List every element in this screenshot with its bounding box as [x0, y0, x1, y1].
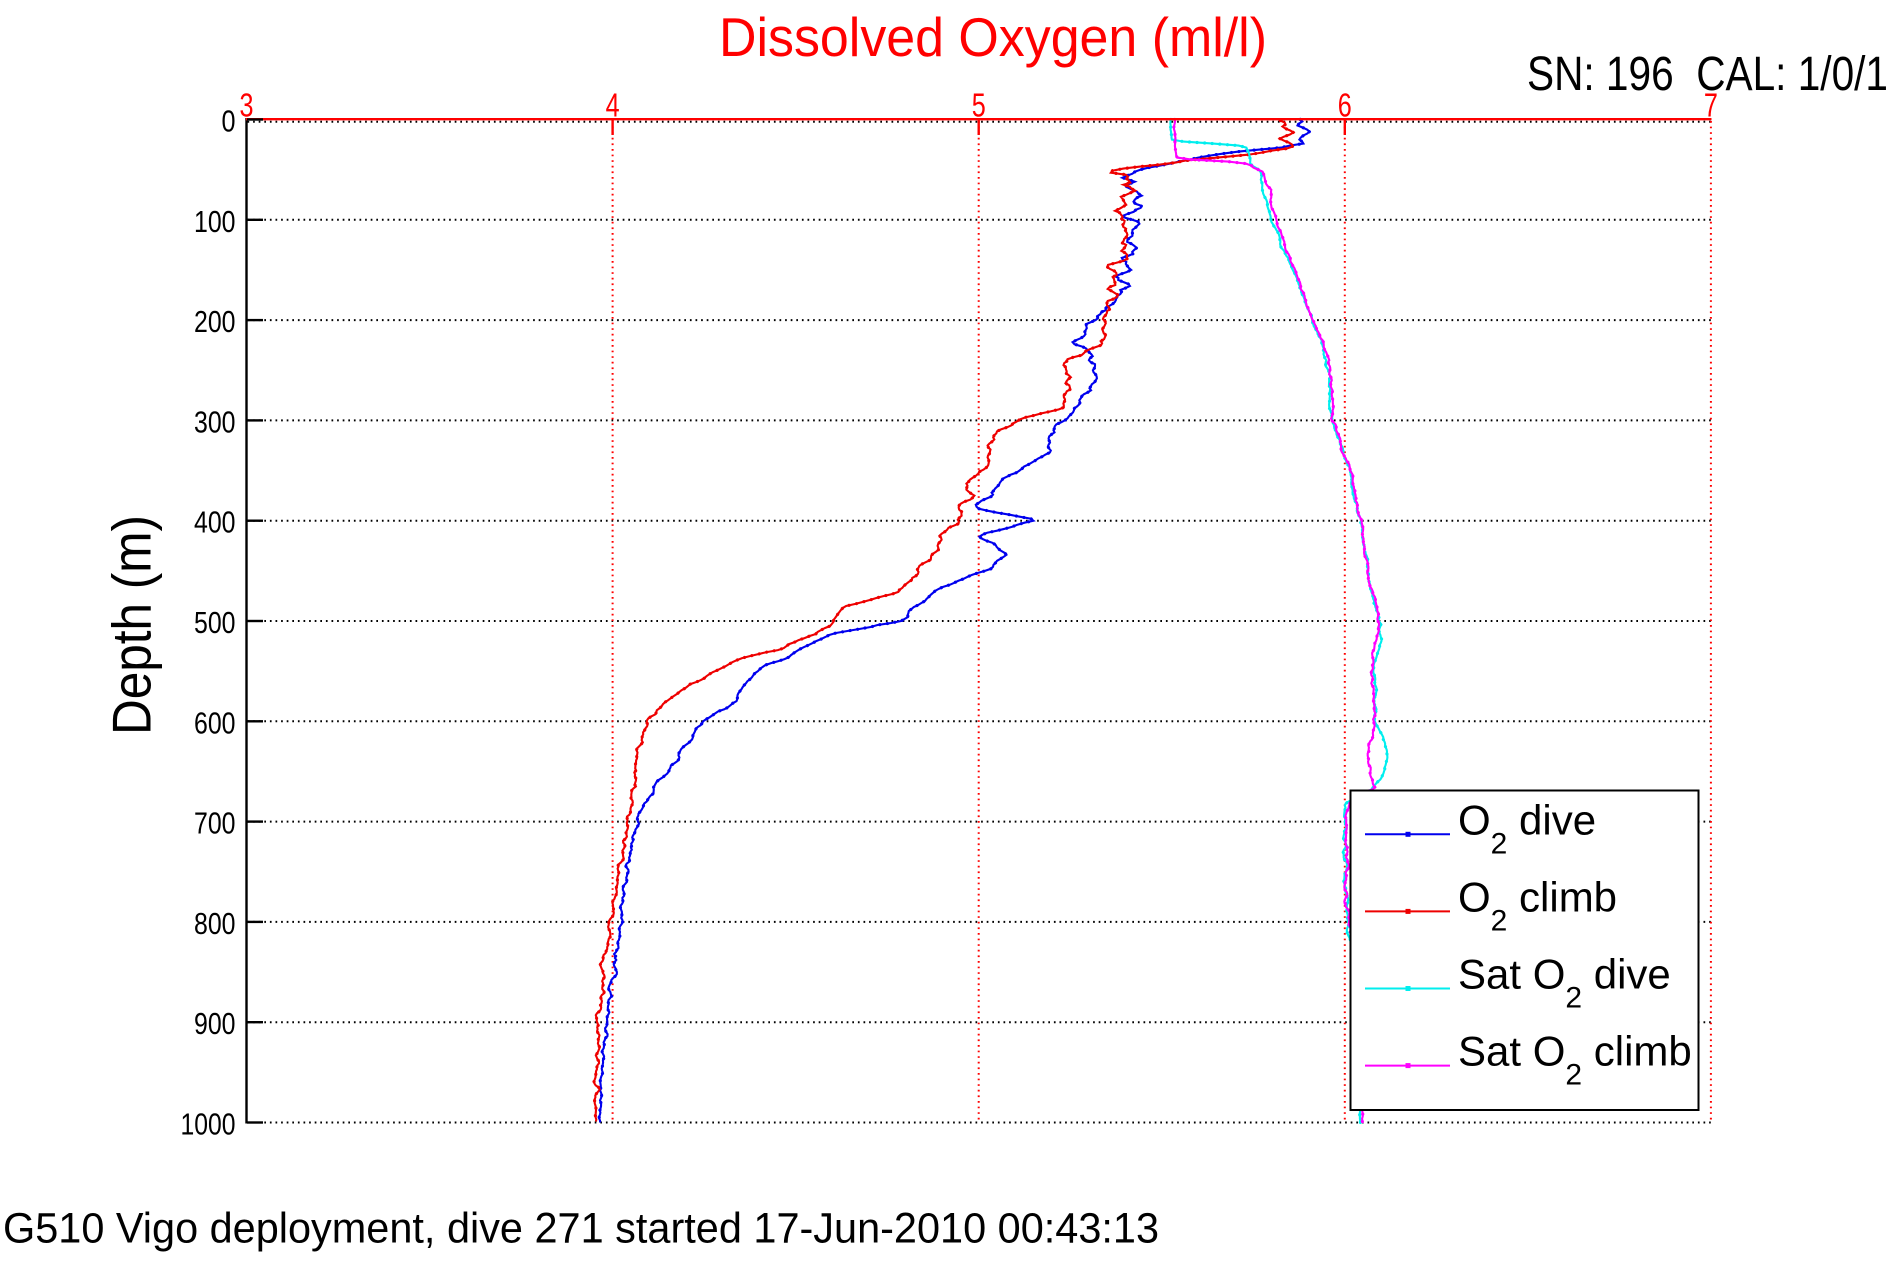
- svg-text:700: 700: [194, 806, 236, 841]
- svg-text:5: 5: [972, 87, 986, 124]
- svg-text:Dissolved Oxygen (ml/l): Dissolved Oxygen (ml/l): [719, 6, 1267, 68]
- svg-text:4: 4: [606, 87, 620, 124]
- svg-text:100: 100: [194, 204, 236, 239]
- svg-text:200: 200: [194, 304, 236, 339]
- svg-text:6: 6: [1338, 87, 1352, 124]
- svg-text:Depth (m): Depth (m): [101, 515, 163, 735]
- svg-text:3: 3: [240, 87, 254, 124]
- svg-text:800: 800: [194, 906, 236, 941]
- svg-text:400: 400: [194, 505, 236, 540]
- svg-text:SN: 196 CAL: 1/0/1: SN: 196 CAL: 1/0/1: [1527, 48, 1888, 101]
- svg-text:0: 0: [222, 104, 236, 139]
- svg-text:G510 Vigo deployment, dive 271: G510 Vigo deployment, dive 271 started 1…: [3, 1205, 1159, 1253]
- svg-text:600: 600: [194, 705, 236, 740]
- svg-text:7: 7: [1704, 87, 1718, 124]
- svg-text:900: 900: [194, 1006, 236, 1041]
- svg-text:500: 500: [194, 605, 236, 640]
- svg-text:1000: 1000: [181, 1107, 236, 1142]
- svg-text:300: 300: [194, 404, 236, 439]
